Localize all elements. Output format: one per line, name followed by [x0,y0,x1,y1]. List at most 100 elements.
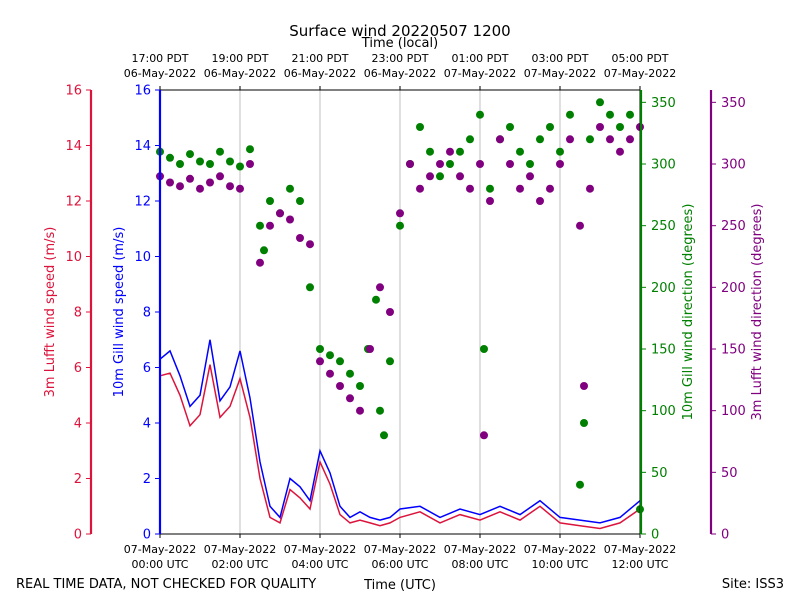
lufft_speed-tick-label: 14 [65,139,82,154]
gill_speed-axis-label: 10m Gill wind speed (m/s) [112,227,127,398]
gill_dir-axis-label: 10m Gill wind direction (degrees) [681,204,696,421]
lufft_speed-tick-label: 4 [74,417,82,432]
lufft_dir-point [266,221,274,230]
top-tick-label-date: 07-May-2022 [524,67,596,80]
lufft_dir-point [546,184,554,193]
gill_speed-tick-label: 2 [143,472,151,487]
top-tick-label-date: 06-May-2022 [364,67,436,80]
gill_dir-point [380,431,388,440]
gill_dir-tick-label: 100 [651,404,676,419]
top-tick-label-time: 17:00 PDT [131,52,188,65]
gill_dir-point [236,162,244,171]
top-tick-label-time: 23:00 PDT [371,52,428,65]
lufft_dir-point [436,160,444,168]
gill_dir-point [386,357,394,366]
lufft_dir-point [396,209,404,218]
lufft_speed-axis-label: 3m Lufft wind speed (m/s) [43,227,58,398]
x-tick-label-date: 07-May-2022 [204,543,276,556]
gill_dir-point [376,406,384,415]
x-tick-label-date: 07-May-2022 [524,543,596,556]
lufft_speed-tick-label: 0 [74,528,82,543]
gill_dir-point [586,135,594,144]
gill_dir-point [166,153,174,162]
gill_dir-point [606,110,614,119]
gill_dir-tick-label: 350 [651,96,676,111]
gill_dir-tick-label: 300 [651,158,676,173]
lufft_dir-point [336,382,344,390]
gill_dir-point [246,145,254,154]
x-tick-label-utc: 00:00 UTC [131,558,188,571]
lufft_dir-point [326,369,334,378]
lufft_dir-point [356,406,364,415]
gill_dir-point [216,147,224,156]
x-tick-label-utc: 10:00 UTC [531,558,588,571]
x-tick-label-utc: 06:00 UTC [371,558,428,571]
lufft_dir-point [206,178,214,187]
series-lufft_dir [156,123,644,440]
axes-layer: 07-May-2022 00:00 UTC 07-May-2022 02:00 UTC… [43,52,765,571]
gill_dir-point [436,172,444,181]
lufft_dir-point [226,182,234,191]
lufft_dir-point [586,184,594,193]
gill_dir-tick-label: 150 [651,343,676,358]
gill_dir-point [516,147,524,156]
lufft_dir-point [516,184,524,193]
top-tick-label-time: 21:00 PDT [291,52,348,65]
gill_speed-tick-label: 8 [143,306,151,321]
series-layer [156,98,644,530]
lufft_dir-point [496,135,504,144]
lufft_dir-tick-label: 100 [721,404,746,419]
top-tick-label-date: 06-May-2022 [124,67,196,80]
gill_dir-point [256,221,264,230]
gill_speed-tick-label: 10 [134,250,151,265]
gill_dir-point [616,123,624,131]
lufft_dir-point [216,172,224,181]
lufft_speed-line [159,364,641,530]
lufft_dir-point [426,172,434,181]
gill_dir-point [176,160,184,168]
gill_dir-point [580,419,588,427]
lufft_dir-point [366,345,374,353]
gill_dir-point [306,283,314,292]
top-tick-label-date: 06-May-2022 [284,67,356,80]
top-tick-label-date: 07-May-2022 [444,67,516,80]
gill_dir-point [296,197,304,205]
gill_dir-tick-label: 200 [651,281,676,296]
lufft_dir-point [596,123,604,131]
x-tick-label-date: 07-May-2022 [604,543,676,556]
gill_dir-point [546,123,554,131]
lufft_dir-tick-label: 350 [721,96,746,111]
lufft_dir-point [480,431,488,440]
gill_dir-point [336,357,344,366]
gill_speed-tick-label: 16 [134,84,151,99]
lufft_dir-point [346,394,354,403]
x-axis-label: Time (UTC) [363,578,436,593]
lufft_dir-point [246,160,254,168]
lufft_dir-point [526,172,534,181]
gill_dir-point [396,221,404,230]
x-tick-label-utc: 08:00 UTC [451,558,508,571]
lufft_speed-tick-label: 8 [74,306,82,321]
lufft_dir-point [476,160,484,168]
lufft_dir-point [456,172,464,181]
series-gill_speed [159,339,641,524]
gill_dir-point [186,150,194,159]
gill_dir-point [286,184,294,193]
lufft_dir-point [186,174,194,183]
lufft_dir-tick-label: 250 [721,219,746,234]
lufft_dir-point [296,234,304,242]
gill_dir-point [486,184,494,193]
gill_dir-point [346,369,354,378]
gill_dir-point [372,295,380,304]
gill_dir-point [466,135,474,144]
gill_dir-point [356,382,364,390]
gill_dir-point [556,147,564,156]
gill_dir-point [416,123,424,131]
gill_speed-line [159,339,641,524]
lufft_dir-point [566,135,574,144]
lufft_dir-point [446,147,454,156]
gill_dir-point [226,157,234,166]
lufft_speed-tick-label: 10 [65,250,82,265]
lufft_dir-point [486,197,494,205]
